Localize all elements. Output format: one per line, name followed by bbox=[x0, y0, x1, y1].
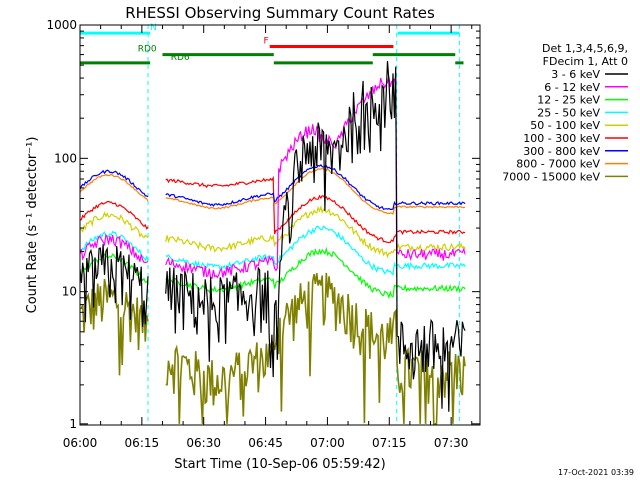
legend-header: FDecim 1, Att 0 bbox=[543, 55, 628, 68]
plot-frame bbox=[79, 24, 481, 426]
x-tick-label: 06:30 bbox=[186, 436, 221, 450]
state-label: F bbox=[264, 36, 269, 46]
legend-label: 7000 - 15000 keV bbox=[502, 170, 600, 183]
state-label: RD6 bbox=[171, 53, 190, 63]
x-tick-label: 07:15 bbox=[372, 436, 407, 450]
legend-label: 100 - 300 keV bbox=[523, 132, 600, 145]
footer-timestamp: 17-Oct-2021 03:39 bbox=[558, 468, 634, 477]
series-line bbox=[79, 225, 466, 277]
x-tick-label: 06:00 bbox=[63, 436, 98, 450]
series-line bbox=[79, 164, 466, 211]
legend-label: 300 - 800 keV bbox=[523, 145, 600, 158]
legend: Det 1,3,4,5,6,9,FDecim 1, Att 03 - 6 keV… bbox=[502, 42, 628, 183]
x-tick-label: 06:15 bbox=[125, 436, 160, 450]
series-line bbox=[79, 60, 466, 412]
state-label: RD0 bbox=[138, 45, 157, 55]
y-axis-label: Count Rate (s⁻¹ detector⁻¹) bbox=[25, 137, 40, 314]
legend-label: 50 - 100 keV bbox=[530, 119, 600, 132]
series-line bbox=[79, 76, 466, 280]
y-tick-label: 10 bbox=[62, 285, 77, 299]
x-axis-label: Start Time (10-Sep-06 05:59:42) bbox=[174, 457, 385, 472]
y-tick-label: 1 bbox=[69, 417, 77, 431]
legend-label: 800 - 7000 keV bbox=[516, 158, 600, 171]
x-tick-label: 07:00 bbox=[310, 436, 345, 450]
x-tick-label: 06:45 bbox=[248, 436, 283, 450]
axis-ticks: 1 10 100 1000 06:00 06:15 06:30 06:45 07:00 07:15… bbox=[46, 18, 480, 450]
legend-label: 12 - 25 keV bbox=[537, 94, 600, 107]
series-line bbox=[79, 246, 466, 300]
chart-title: RHESSI Observing Summary Count Rates bbox=[125, 4, 435, 22]
series-line bbox=[79, 175, 466, 244]
legend-header: Det 1,3,4,5,6,9, bbox=[542, 42, 628, 55]
legend-label: 25 - 50 keV bbox=[537, 106, 600, 119]
x-tick-label: 07:30 bbox=[434, 436, 469, 450]
y-tick-label: 100 bbox=[54, 151, 77, 165]
state-label: N bbox=[150, 23, 157, 33]
plot-area: N F RD0 RD6 bbox=[79, 23, 466, 425]
series-line bbox=[79, 167, 466, 215]
legend-label: 3 - 6 keV bbox=[551, 68, 600, 81]
y-tick-label: 1000 bbox=[46, 18, 77, 32]
legend-label: 6 - 12 keV bbox=[544, 81, 600, 94]
